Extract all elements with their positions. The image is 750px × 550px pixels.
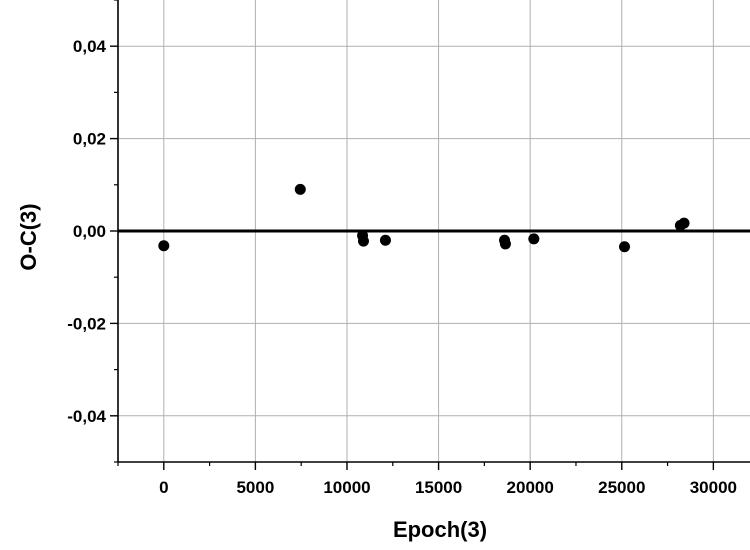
y-tick-label: 0,02 — [73, 130, 106, 149]
axes — [110, 0, 750, 470]
x-axis-title: Epoch(3) — [393, 517, 487, 542]
y-tick-label: -0,02 — [67, 314, 106, 333]
data-point — [294, 183, 306, 195]
data-points — [158, 183, 690, 253]
y-tick-label: -0,04 — [67, 407, 106, 426]
y-tick-label: 0,00 — [73, 222, 106, 241]
data-point — [357, 235, 369, 247]
x-tick-labels: 0 5000 10000 15000 20000 25000 30000 — [159, 478, 737, 497]
x-tick-label: 20000 — [507, 478, 554, 497]
data-point — [678, 217, 690, 229]
data-point — [379, 234, 391, 246]
x-tick-label: 15000 — [415, 478, 462, 497]
x-tick-label: 25000 — [598, 478, 645, 497]
x-tick-label: 10000 — [323, 478, 370, 497]
data-point — [158, 240, 170, 252]
x-tick-label: 5000 — [236, 478, 274, 497]
x-tick-label: 0 — [159, 478, 168, 497]
x-tick-label: 30000 — [690, 478, 737, 497]
data-point — [619, 241, 631, 253]
y-axis-title: O-C(3) — [16, 203, 41, 270]
data-point — [528, 233, 540, 245]
y-tick-label: 0,04 — [73, 37, 107, 56]
y-tick-labels: -0,04 -0,02 0,00 0,02 0,04 — [67, 37, 106, 426]
data-point — [499, 238, 511, 250]
